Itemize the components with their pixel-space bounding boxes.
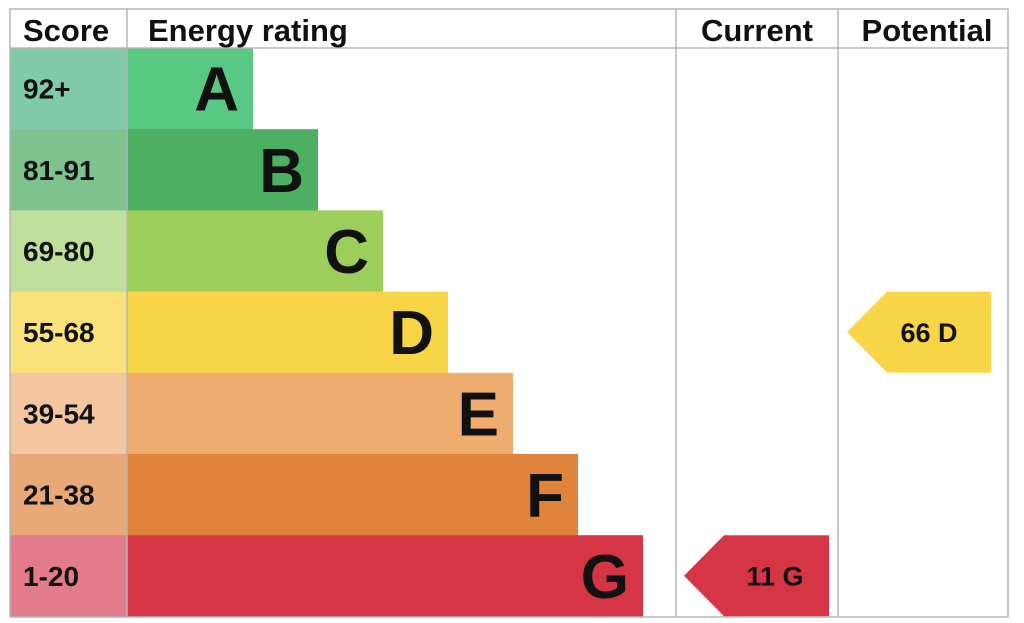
score-range-d: 55-68 [23, 317, 95, 348]
current-marker [684, 535, 829, 617]
score-range-e: 39-54 [23, 398, 95, 429]
band-letter-g: G [581, 543, 629, 612]
score-range-a: 92+ [23, 74, 71, 105]
band-letter-c: C [324, 218, 369, 287]
rating-bands: 92+ A 81-91 B 69-80 C 55-68 D 39-54 E 21-38 F 1-20 G [10, 48, 643, 617]
potential-marker [847, 291, 991, 373]
score-range-g: 1-20 [23, 561, 79, 592]
score-range-c: 69-80 [23, 236, 95, 267]
score-range-b: 81-91 [23, 155, 95, 186]
score-cell-c [10, 210, 127, 293]
band-bar-g [127, 535, 643, 617]
score-cell-a [10, 48, 127, 130]
band-letter-e: E [458, 380, 499, 449]
potential-header: Potential [862, 13, 993, 48]
score-header: Score [23, 13, 109, 48]
band-bar-d [127, 291, 448, 374]
potential-marker-label: 66 D [900, 318, 957, 348]
band-bar-b [127, 129, 318, 211]
current-header: Current [701, 13, 813, 48]
table-border [9, 8, 1009, 618]
band-bar-c [127, 210, 383, 293]
score-range-f: 21-38 [23, 480, 95, 511]
band-letter-b: B [259, 137, 304, 206]
band-bar-a [127, 48, 253, 130]
band-bar-e [127, 372, 513, 455]
score-cell-g [10, 535, 127, 617]
score-cell-e [10, 372, 127, 455]
band-letter-f: F [526, 462, 564, 531]
score-cell-d [10, 291, 127, 374]
score-cell-f [10, 454, 127, 536]
header-row: Score Energy rating Current Potential [23, 13, 992, 48]
band-bar-f [127, 454, 578, 536]
rating-markers: 11 G 66 D [684, 291, 991, 617]
energy-rating-header: Energy rating [148, 13, 348, 48]
table-grid [9, 8, 1009, 618]
band-letter-d: D [389, 299, 434, 368]
score-cell-b [10, 129, 127, 211]
current-marker-label: 11 G [746, 562, 803, 592]
band-letter-a: A [194, 56, 239, 125]
